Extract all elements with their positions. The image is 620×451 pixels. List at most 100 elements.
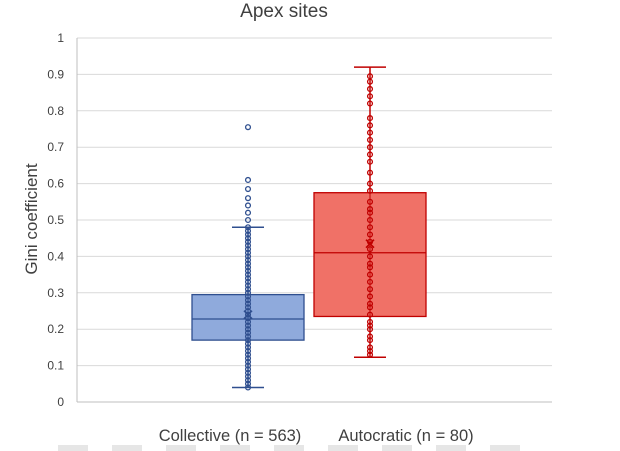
data-point (244, 227, 252, 234)
mean-marker (243, 310, 253, 320)
y-tick-label: 1 (57, 31, 64, 45)
data-point (244, 304, 252, 311)
data-point (366, 115, 374, 122)
data-point (366, 286, 374, 293)
data-point (244, 293, 252, 300)
data-point (366, 158, 374, 165)
data-point (366, 253, 374, 260)
data-point (244, 300, 252, 307)
data-point (244, 369, 252, 376)
data-point (366, 278, 374, 285)
bottom-dash-decoration (58, 445, 520, 451)
bottom-dash (58, 445, 88, 451)
data-point (244, 202, 252, 209)
data-point (244, 322, 252, 329)
data-point (244, 315, 252, 322)
data-point (366, 260, 374, 267)
data-point (366, 304, 374, 311)
bottom-dash (166, 445, 196, 451)
data-point (244, 384, 252, 391)
data-point (366, 337, 374, 344)
data-point (244, 351, 252, 358)
data-point (244, 249, 252, 256)
data-point (366, 136, 374, 143)
data-point (244, 231, 252, 238)
y-tick-label: 0.3 (47, 286, 64, 300)
data-point (244, 275, 252, 282)
y-tick-label: 0.5 (47, 213, 64, 227)
y-axis-label: Gini coefficient (22, 163, 41, 274)
data-point (366, 311, 374, 318)
bottom-dash (112, 445, 142, 451)
data-point (366, 209, 374, 216)
data-point (244, 318, 252, 325)
data-point (366, 326, 374, 333)
data-point (244, 260, 252, 267)
data-point (366, 180, 374, 187)
data-point (366, 206, 374, 213)
bottom-dash (382, 445, 412, 451)
data-point (244, 238, 252, 245)
data-point (244, 224, 252, 231)
data-point (244, 286, 252, 293)
bottom-dash (274, 445, 304, 451)
chart-title: Apex sites (240, 1, 328, 22)
data-point (244, 278, 252, 285)
y-tick-label: 0.7 (47, 140, 64, 154)
y-tick-label: 0.2 (47, 322, 64, 336)
box-group (313, 66, 427, 358)
data-point (244, 380, 252, 387)
data-point (244, 242, 252, 249)
data-point (244, 340, 252, 347)
data-point (244, 282, 252, 289)
bottom-dash (436, 445, 466, 451)
data-point (244, 337, 252, 344)
data-point (366, 300, 374, 307)
data-point (366, 198, 374, 205)
data-point (366, 318, 374, 325)
data-point (366, 333, 374, 340)
data-point (244, 289, 252, 296)
data-point (366, 129, 374, 136)
data-point (244, 256, 252, 264)
data-point (244, 216, 252, 224)
data-point (244, 267, 252, 275)
y-tick-label: 0.6 (47, 177, 64, 191)
y-tick-labels: 0 0.1 0.2 0.3 0.4 0.5 0.6 0.7 0.8 0.9 1 (47, 31, 64, 409)
category-labels: Collective (n = 563) Autocratic (n = 80) (159, 427, 474, 445)
data-point (366, 73, 374, 80)
data-point (244, 176, 252, 184)
data-point (366, 271, 374, 278)
data-point (244, 355, 252, 362)
data-point (366, 351, 374, 358)
data-point (244, 307, 252, 315)
data-point (244, 326, 252, 333)
data-point (244, 246, 252, 253)
data-point (366, 293, 374, 300)
bottom-dash (220, 445, 250, 451)
data-point (244, 333, 252, 340)
data-point (244, 297, 252, 304)
y-tick-label: 0.9 (47, 67, 64, 81)
category-label: Collective (n = 563) (159, 427, 302, 445)
data-point (244, 195, 252, 202)
bottom-dash (490, 445, 520, 451)
data-point (366, 93, 374, 100)
data-point (366, 216, 374, 224)
data-point (366, 347, 374, 355)
mean-marker (365, 239, 375, 249)
data-point (366, 224, 374, 231)
data-point (366, 144, 374, 151)
data-point (244, 253, 252, 260)
data-point (244, 347, 252, 355)
data-point (366, 169, 374, 176)
data-point (244, 124, 252, 131)
data-point (244, 186, 252, 193)
data-point (244, 373, 252, 380)
data-point (366, 78, 374, 85)
data-point (366, 322, 374, 329)
y-tick-label: 0 (57, 395, 64, 409)
box-series (191, 66, 427, 391)
data-point (366, 100, 374, 107)
